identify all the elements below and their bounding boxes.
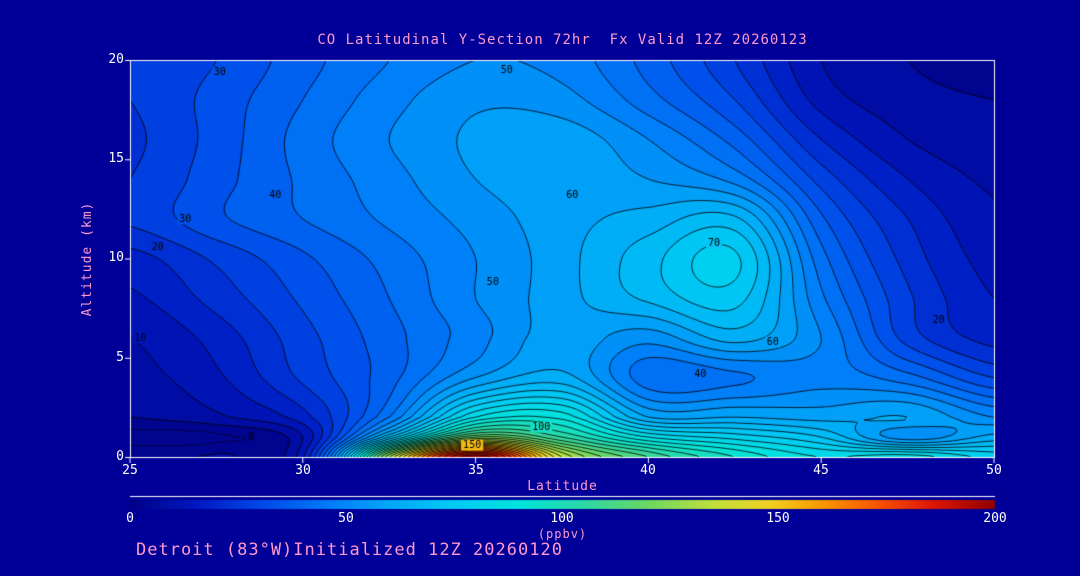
colorbar-tick-50: 50 <box>338 511 354 526</box>
x-tick-50: 50 <box>986 463 1002 478</box>
x-axis-label: Latitude <box>527 479 598 494</box>
y-tick-5: 5 <box>116 350 124 365</box>
footer-text: Detroit (83°W)Initialized 12Z 20260120 <box>136 540 563 560</box>
chart-title: CO Latitudinal Y-Section 72hr Fx Valid 1… <box>317 32 808 48</box>
x-tick-40: 40 <box>640 463 656 478</box>
x-tick-35: 35 <box>468 463 484 478</box>
colorbar-tick-200: 200 <box>983 511 1007 526</box>
y-tick-10: 10 <box>108 250 124 265</box>
colorbar-unit-label: (ppbv) <box>537 527 588 541</box>
colorbar-tick-0: 0 <box>126 511 134 526</box>
y-tick-15: 15 <box>108 151 124 166</box>
colorbar-tick-100: 100 <box>550 511 574 526</box>
y-tick-0: 0 <box>116 449 124 464</box>
y-tick-20: 20 <box>108 52 124 67</box>
x-tick-45: 45 <box>813 463 829 478</box>
x-tick-30: 30 <box>295 463 311 478</box>
x-tick-25: 25 <box>122 463 138 478</box>
colorbar-tick-150: 150 <box>766 511 790 526</box>
